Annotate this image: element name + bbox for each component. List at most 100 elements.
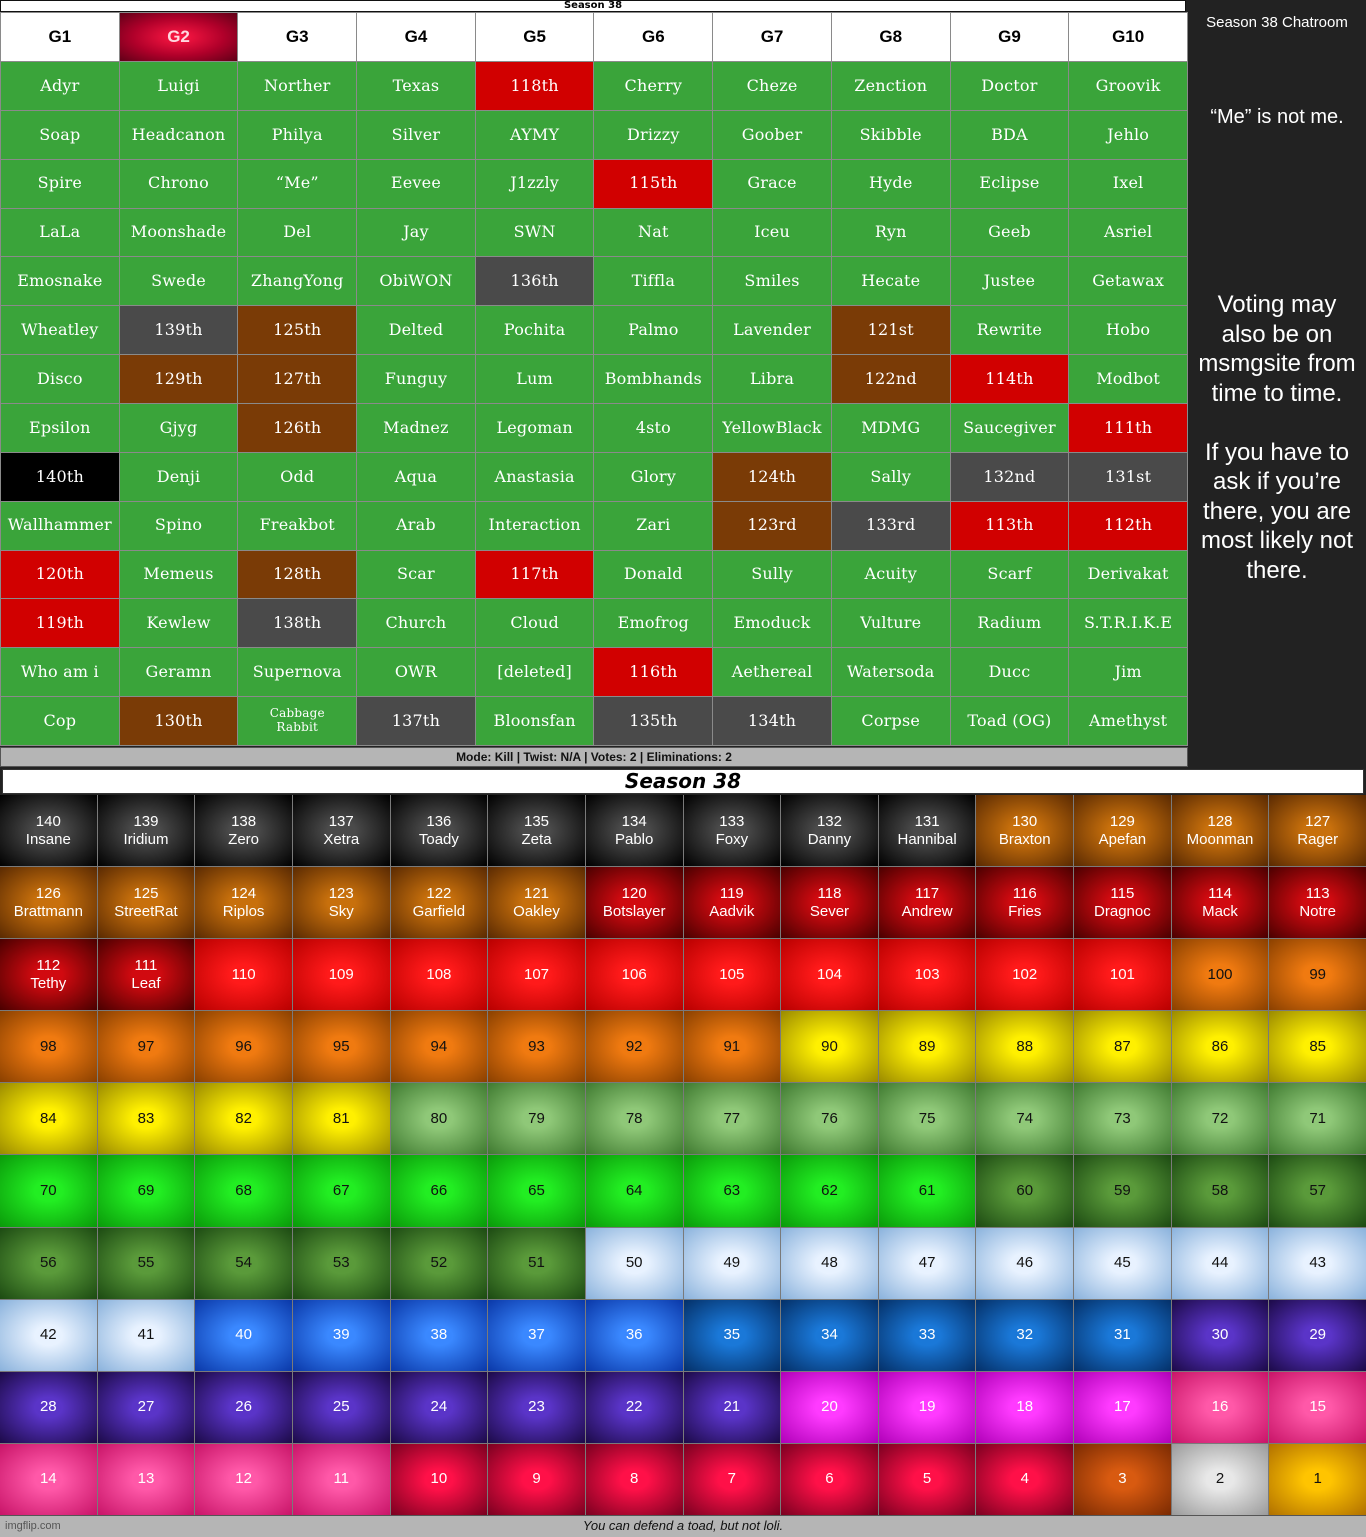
- player-cell: Scar: [357, 550, 475, 599]
- game-header-g7: G7: [713, 13, 831, 61]
- rank-cell: 67: [292, 1155, 390, 1227]
- rank-cell: 121 Oakley: [488, 867, 585, 939]
- rank-number: 49: [723, 1254, 741, 1272]
- player-cell: 140th: [1, 452, 119, 501]
- player-cell: S.T.R.I.K.E: [1069, 599, 1187, 648]
- player-cell: Luigi: [119, 62, 238, 110]
- rank-cell: 88: [976, 1011, 1074, 1083]
- rank-cell: 21: [683, 1371, 781, 1443]
- player-cell: 123rd: [713, 501, 831, 550]
- rank-player-name: Moonman: [1186, 830, 1254, 848]
- player-cell: Silver: [357, 110, 475, 159]
- rank-cell: 125 StreetRat: [97, 867, 195, 939]
- rank-player-name: StreetRat: [114, 902, 178, 920]
- rank-number: 24: [430, 1398, 448, 1416]
- player-cell: 112th: [1069, 501, 1187, 550]
- rank-cell: 36: [585, 1299, 683, 1371]
- player-cell: Skibble: [831, 110, 950, 159]
- rank-cell: 61: [878, 1155, 976, 1227]
- rank-number: 123: [328, 884, 354, 902]
- player-cell: Zari: [594, 501, 713, 550]
- rank-player-name: Pablo: [614, 830, 654, 848]
- rank-number: 139: [133, 812, 159, 830]
- rank-number: 35: [723, 1326, 741, 1344]
- rank-cell: 93: [488, 1011, 585, 1083]
- rank-cell: 91: [683, 1011, 781, 1083]
- player-cell: 126th: [238, 404, 357, 452]
- rank-number: 80: [430, 1109, 448, 1127]
- rank-number: 91: [723, 1037, 741, 1055]
- player-cell: Bloonsfan: [475, 697, 594, 745]
- player-cell: 113th: [950, 501, 1069, 550]
- rank-cell: 55: [97, 1227, 195, 1299]
- rank-number: 98: [39, 1037, 57, 1055]
- rank-cell: 95: [292, 1011, 390, 1083]
- rank-cell: 53: [292, 1227, 390, 1299]
- player-cell: Eevee: [357, 159, 475, 208]
- rank-cell: 83: [97, 1083, 195, 1155]
- rank-number: 36: [625, 1326, 643, 1344]
- rank-number: 83: [137, 1109, 155, 1127]
- season-ranking-title: Season 38: [2, 769, 1364, 794]
- rank-cell: 112 Tethy: [0, 939, 97, 1011]
- rank-number: 82: [235, 1109, 252, 1127]
- player-cell: 130th: [119, 697, 238, 745]
- player-cell: Libra: [713, 355, 831, 403]
- player-cell: Aethereal: [713, 648, 831, 697]
- rank-cell: 123 Sky: [292, 867, 390, 939]
- rank-number: 71: [1309, 1109, 1327, 1127]
- rank-cell: 114 Mack: [1171, 867, 1269, 939]
- rank-number: 30: [1211, 1326, 1229, 1344]
- player-cell: Vulture: [831, 599, 950, 648]
- player-cell: Hyde: [831, 159, 950, 208]
- rank-cell: 102: [976, 939, 1074, 1011]
- rank-number: 124: [231, 884, 257, 902]
- chatroom-title: Season 38 Chatroom: [1206, 14, 1348, 31]
- rank-number: 126: [35, 884, 61, 902]
- rank-number: 93: [528, 1037, 545, 1055]
- rank-number: 41: [137, 1326, 155, 1344]
- rank-number: 44: [1211, 1254, 1229, 1272]
- rank-cell: 106: [585, 939, 683, 1011]
- player-cell: Ixel: [1069, 159, 1187, 208]
- rank-player-name: Insane: [25, 830, 71, 848]
- chatroom-note: “Me” is not me.: [1210, 106, 1344, 128]
- rank-number: 28: [39, 1398, 57, 1416]
- player-cell: Cheze: [713, 62, 831, 110]
- player-cell: Who am i: [1, 648, 119, 697]
- rank-number: 10: [430, 1470, 448, 1488]
- rank-number: 20: [821, 1398, 838, 1416]
- player-cell: Interaction: [475, 501, 594, 550]
- player-cell: Wheatley: [1, 306, 119, 355]
- rank-number: 16: [1211, 1398, 1229, 1416]
- player-cell: 117th: [475, 550, 594, 599]
- player-cell: 124th: [713, 452, 831, 501]
- rank-cell: 98: [0, 1011, 97, 1083]
- rank-number: 9: [532, 1470, 541, 1488]
- rank-cell: 85: [1269, 1011, 1366, 1083]
- player-cell: YellowBlack: [713, 404, 831, 452]
- rank-cell: 101: [1074, 939, 1171, 1011]
- player-cell: Toad (OG): [950, 697, 1069, 745]
- rank-cell: 73: [1074, 1083, 1171, 1155]
- rank-player-name: Rager: [1297, 830, 1339, 848]
- rank-cell: 14: [0, 1443, 97, 1515]
- rank-number: 90: [821, 1037, 838, 1055]
- rank-cell: 89: [878, 1011, 976, 1083]
- rank-cell: 140 Insane: [0, 795, 97, 867]
- player-cell: Emoduck: [713, 599, 831, 648]
- rank-cell: 132 Danny: [781, 795, 878, 867]
- rank-player-name: Iridium: [123, 830, 169, 848]
- player-cell: Moonshade: [119, 208, 238, 257]
- rank-cell: 51: [488, 1227, 585, 1299]
- rank-cell: 80: [390, 1083, 488, 1155]
- rank-cell: 48: [781, 1227, 878, 1299]
- rank-cell: 87: [1074, 1011, 1171, 1083]
- player-cell: Arab: [357, 501, 475, 550]
- game-header-g3: G3: [238, 13, 357, 61]
- rank-number: 40: [235, 1326, 252, 1344]
- rank-number: 18: [1016, 1398, 1034, 1416]
- player-cell: 129th: [119, 355, 238, 403]
- rank-cell: 65: [488, 1155, 585, 1227]
- rank-cell: 78: [585, 1083, 683, 1155]
